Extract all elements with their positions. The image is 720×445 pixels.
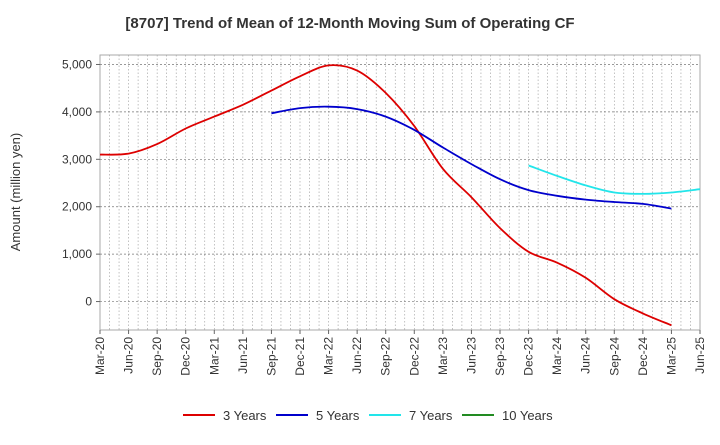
- x-tick-label: Jun-25: [693, 337, 707, 374]
- y-tick-label: 2,000: [62, 200, 92, 214]
- x-tick-label: Sep-22: [379, 337, 393, 376]
- y-tick-label: 3,000: [62, 152, 92, 166]
- y-axis-label: Amount (million yen): [8, 133, 23, 252]
- series-line-3-years: [99, 64, 672, 327]
- plot-area: [99, 54, 701, 331]
- x-tick-label: Jun-22: [350, 337, 364, 374]
- x-tick-label: Sep-24: [607, 337, 621, 376]
- y-tick-label: 1,000: [62, 247, 92, 261]
- x-tick-label: Dec-24: [636, 337, 650, 376]
- y-tick-label: 5,000: [62, 57, 92, 71]
- legend-item-10-years: 10 Years: [462, 408, 553, 423]
- legend-label: 7 Years: [409, 408, 453, 423]
- x-tick-label: Mar-25: [664, 337, 678, 375]
- legend-label: 10 Years: [502, 408, 553, 423]
- x-tick-label: Dec-23: [522, 337, 536, 376]
- x-tick-label: Sep-20: [150, 337, 164, 376]
- legend-item-7-years: 7 Years: [369, 408, 453, 423]
- x-tick-label: Sep-21: [264, 337, 278, 376]
- series-line-5-years: [271, 105, 672, 210]
- x-tick-label: Jun-20: [122, 337, 136, 374]
- x-tick-label: Sep-23: [493, 337, 507, 376]
- x-tick-label: Mar-22: [322, 337, 336, 375]
- chart-title: [8707] Trend of Mean of 12-Month Moving …: [125, 15, 574, 32]
- x-tick-label: Jun-23: [464, 337, 478, 374]
- x-tick-label: Dec-21: [293, 337, 307, 376]
- legend-label: 3 Years: [223, 408, 267, 423]
- y-tick-label: 4,000: [62, 105, 92, 119]
- x-tick-label: Mar-24: [550, 337, 564, 375]
- series-line-7-years: [528, 164, 701, 195]
- x-tick-label: Jun-21: [236, 337, 250, 374]
- x-tick-label: Dec-22: [407, 337, 421, 376]
- legend-item-5-years: 5 Years: [276, 408, 360, 423]
- legend-label: 5 Years: [316, 408, 360, 423]
- x-tick-label: Mar-20: [93, 337, 107, 375]
- x-tick-label: Mar-21: [207, 337, 221, 375]
- x-tick-label: Dec-20: [179, 337, 193, 376]
- x-tick-label: Jun-24: [579, 337, 593, 374]
- legend-item-3-years: 3 Years: [183, 408, 267, 423]
- y-tick-label: 0: [85, 295, 92, 309]
- x-tick-label: Mar-23: [436, 337, 450, 375]
